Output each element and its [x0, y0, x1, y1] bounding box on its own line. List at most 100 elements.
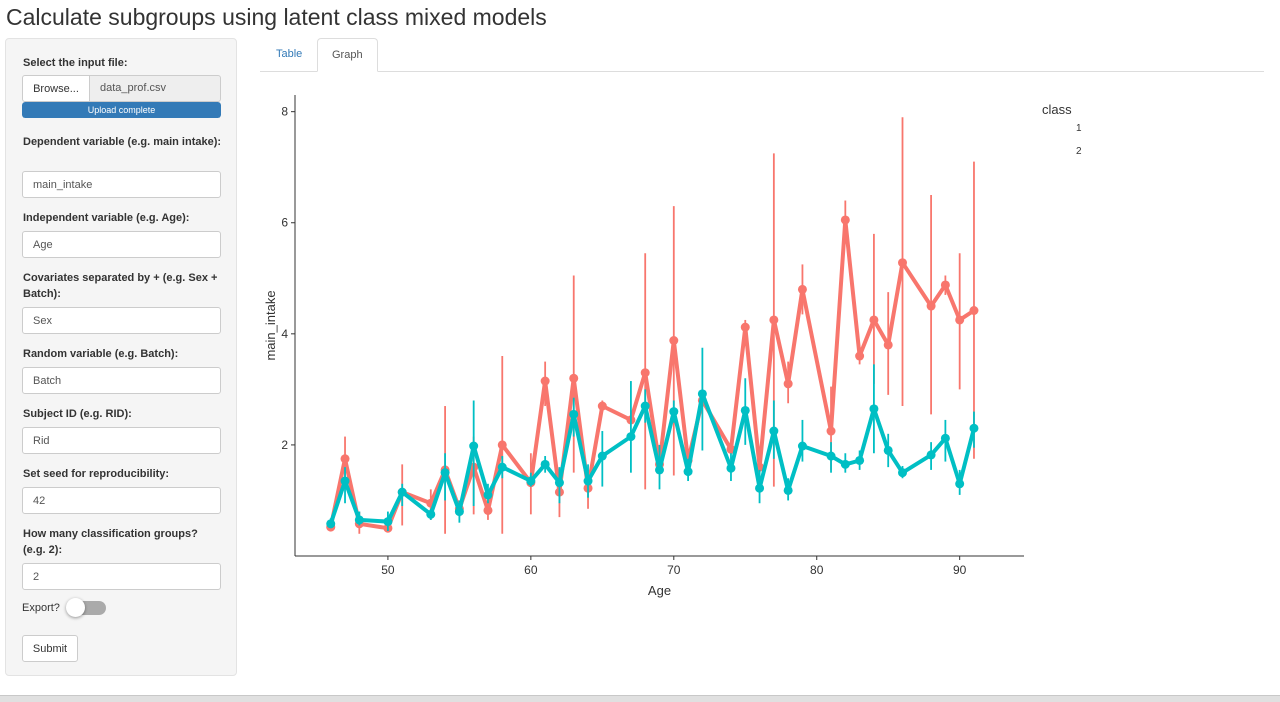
- data-point-class-2: [626, 432, 636, 442]
- data-point-class-2: [955, 479, 965, 489]
- submit-button[interactable]: Submit: [22, 635, 78, 662]
- data-point-class-2: [497, 462, 507, 472]
- export-label: Export?: [22, 602, 60, 614]
- data-point-class-2: [755, 483, 765, 493]
- y-tick-label: 4: [281, 327, 288, 341]
- seed-input[interactable]: [22, 487, 221, 514]
- data-point-class-1: [540, 376, 550, 386]
- tab-graph[interactable]: Graph: [317, 38, 378, 72]
- data-point-class-2: [883, 445, 893, 455]
- y-tick-label: 2: [281, 438, 288, 452]
- data-point-class-1: [669, 335, 679, 345]
- independent-variable-input[interactable]: [22, 231, 221, 258]
- covariates-input[interactable]: [22, 307, 221, 334]
- data-point-class-1: [869, 315, 879, 325]
- data-point-class-2: [440, 468, 450, 478]
- data-point-class-2: [869, 404, 879, 414]
- y-axis-label: main_intake: [263, 290, 278, 360]
- data-point-class-2: [640, 401, 650, 411]
- data-point-class-2: [354, 515, 364, 525]
- data-point-class-1: [597, 401, 607, 411]
- data-point-class-2: [340, 476, 350, 486]
- dependent-variable-input[interactable]: [22, 171, 221, 198]
- dependent-variable-label: Dependent variable (e.g. main intake):: [23, 136, 222, 148]
- sidebar-panel: Select the input file: Browse... data_pr…: [5, 38, 237, 676]
- data-point-class-1: [826, 426, 836, 436]
- data-point-class-1: [769, 315, 779, 325]
- seed-label: Set seed for reproducibility:: [23, 468, 170, 480]
- data-point-class-1: [898, 258, 907, 268]
- data-point-class-2: [898, 468, 907, 478]
- legend-title: class: [1042, 102, 1072, 117]
- file-name-field[interactable]: data_prof.csv: [89, 75, 221, 102]
- export-toggle-knob[interactable]: [66, 598, 85, 617]
- horizontal-scrollbar[interactable]: [0, 695, 1280, 702]
- independent-variable-label: Independent variable (e.g. Age):: [23, 212, 190, 224]
- x-tick-label: 60: [524, 563, 538, 577]
- legend-entry-label: 2: [1076, 146, 1082, 157]
- covariates-label: Covariates separated by + (e.g. Sex + Ba…: [23, 272, 218, 300]
- data-point-class-2: [669, 407, 679, 417]
- y-tick-label: 6: [281, 216, 288, 230]
- data-point-class-2: [526, 476, 536, 486]
- data-point-class-1: [340, 454, 350, 464]
- data-point-class-2: [769, 426, 779, 436]
- upload-progress-bar: Upload complete: [22, 102, 221, 118]
- browse-button[interactable]: Browse...: [22, 75, 90, 102]
- random-variable-input[interactable]: [22, 367, 221, 394]
- data-point-class-2: [454, 507, 464, 517]
- data-point-class-2: [383, 517, 393, 527]
- groups-input[interactable]: [22, 563, 221, 590]
- data-point-class-2: [855, 455, 865, 465]
- export-toggle[interactable]: [66, 598, 106, 617]
- upload-status: Upload complete: [22, 102, 221, 118]
- data-point-class-2: [469, 441, 479, 451]
- file-input-label: Select the input file:: [23, 57, 128, 69]
- data-point-class-2: [940, 433, 950, 443]
- tab-bar: Table Graph: [260, 38, 1264, 72]
- data-point-class-1: [740, 322, 750, 332]
- data-point-class-1: [840, 215, 850, 225]
- data-point-class-2: [483, 490, 493, 500]
- data-point-class-1: [569, 373, 579, 383]
- file-input: Browse... data_prof.csv: [22, 75, 221, 102]
- x-tick-label: 70: [667, 563, 681, 577]
- page-title: Calculate subgroups using latent class m…: [6, 4, 547, 30]
- groups-label: How many classification groups? (e.g. 2)…: [23, 528, 198, 556]
- data-point-class-2: [540, 459, 550, 469]
- chart: 50 60 70 80 90 2 4 6 8 Age main_intake class 1 2: [263, 95, 1082, 598]
- subject-id-label: Subject ID (e.g. RID):: [23, 408, 132, 420]
- data-point-class-2: [783, 485, 793, 495]
- data-point-class-1: [940, 280, 950, 290]
- data-point-class-1: [797, 284, 807, 294]
- data-point-class-2: [583, 476, 593, 486]
- data-point-class-2: [655, 465, 664, 475]
- x-axis-label: Age: [648, 583, 671, 598]
- data-point-class-1: [783, 379, 793, 389]
- data-point-class-2: [426, 509, 436, 519]
- series-line-class-1: [328, 218, 976, 531]
- data-point-class-2: [554, 478, 564, 488]
- data-point-class-1: [483, 505, 493, 515]
- data-point-class-1: [955, 315, 965, 325]
- data-point-class-1: [640, 368, 650, 378]
- tab-table[interactable]: Table: [276, 48, 303, 60]
- data-point-class-2: [740, 405, 750, 415]
- data-point-class-1: [883, 340, 893, 350]
- data-point-class-2: [326, 519, 336, 529]
- subject-id-input[interactable]: [22, 427, 221, 454]
- data-point-class-2: [926, 450, 936, 460]
- data-point-class-2: [597, 451, 607, 461]
- random-variable-label: Random variable (e.g. Batch):: [23, 348, 179, 360]
- data-point-class-1: [855, 351, 865, 361]
- data-point-class-2: [726, 463, 736, 473]
- x-tick-label: 50: [381, 563, 395, 577]
- data-point-class-2: [797, 441, 807, 451]
- x-tick-label: 90: [953, 563, 967, 577]
- data-point-class-1: [497, 440, 507, 450]
- data-point-class-2: [826, 451, 836, 461]
- data-point-class-1: [926, 301, 936, 311]
- y-tick-label: 8: [281, 105, 288, 119]
- data-point-class-2: [840, 459, 850, 469]
- data-point-class-2: [569, 409, 579, 419]
